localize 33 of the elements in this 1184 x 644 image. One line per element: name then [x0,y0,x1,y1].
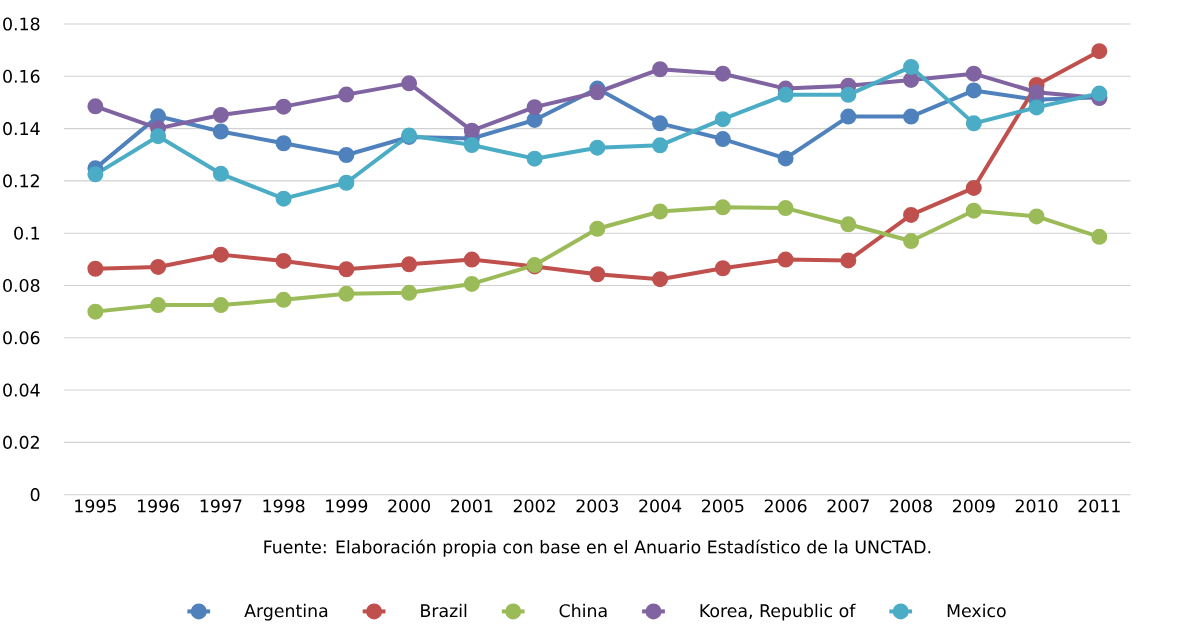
x-tick-label: 2007 [827,499,869,513]
y-tick-label: 0.18 [3,17,40,31]
x-tick-label: 2009 [953,499,995,513]
y-tick-label: 0.08 [3,278,40,293]
y-tick-label: 0.02 [3,435,39,449]
x-tick-label: 1997 [200,499,242,513]
x-tick-label: 1998 [263,499,305,513]
x-tick-label: 2005 [702,499,744,513]
legend-label: Brazil [421,603,467,618]
y-tick-label: 0.1 [14,226,40,240]
legend-label: China [559,603,607,618]
y-tick-label: 0.12 [3,174,39,188]
x-tick-label: 1996 [137,499,180,513]
x-tick-label: 2008 [890,499,932,513]
x-tick-label: 2002 [513,499,555,513]
x-tick-label: 2001 [451,499,493,513]
x-tick-label: 2004 [639,499,682,513]
x-tick-label: 2010 [1015,499,1058,513]
x-tick-label: 2006 [764,499,807,513]
y-tick-label: 0 [30,488,40,502]
x-tick-label: 1995 [75,499,116,513]
x-tick-label: 2000 [388,499,430,513]
legend-label: Argentina [244,603,328,621]
source-note: Fuente: Elaboración propia con base en el Anuario Estadístico de la UNCTAD. [264,539,931,557]
y-tick-label: 0.06 [3,331,40,345]
y-tick-label: 0.14 [3,122,40,136]
x-tick-label: 1999 [326,499,368,513]
x-tick-label: 2011 [1078,499,1120,513]
legend-label: Korea, Republic of [700,603,856,621]
legend-label: Mexico [947,603,1006,618]
y-tick-label: 0.04 [3,383,40,397]
x-tick-label: 2003 [576,499,618,513]
y-tick-label: 0.16 [3,69,40,83]
